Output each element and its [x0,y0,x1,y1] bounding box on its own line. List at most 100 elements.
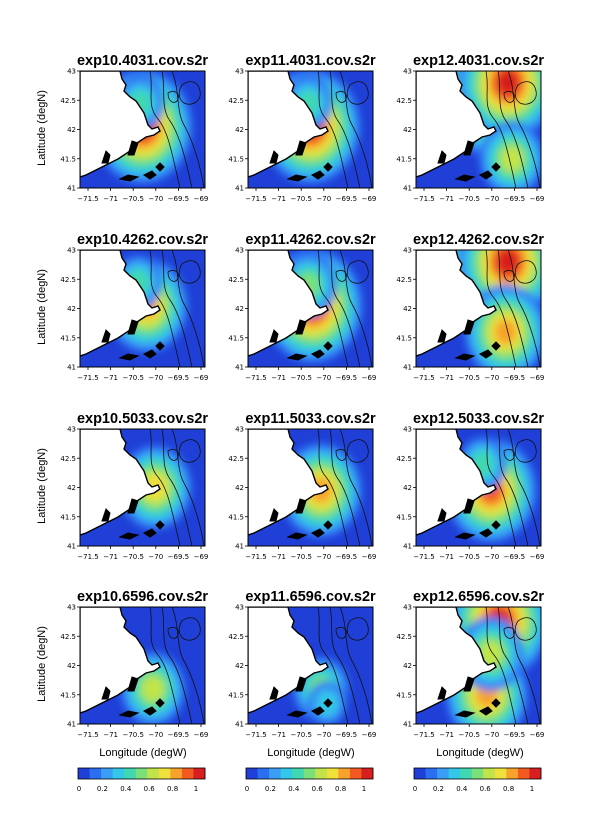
y-tick-label: 41.5 [60,155,76,163]
bathymetry-contour [178,81,201,105]
bathymetry-contour [485,250,517,367]
colorbar-swatch [529,768,542,779]
x-tick-label: −71 [103,374,118,382]
bathymetry-contours [485,250,541,367]
panel-title: exp10.4262.cov.s2r [77,232,208,248]
island [295,498,307,514]
x-tick-label: −70.5 [122,374,143,382]
bathymetry-contour [346,81,369,105]
colorbar-swatch [280,768,293,779]
y-tick-label: 42 [235,484,244,492]
y-tick-label: 41.5 [228,513,244,521]
y-tick-label: 41.5 [396,513,412,521]
y-tick-label: 43 [403,68,412,76]
coverage-hotspot [494,319,517,345]
y-tick-label: 42.5 [60,276,76,284]
colorbar-tick-label: 0.6 [480,785,492,793]
colorbar-swatch [338,768,351,779]
map-area [248,429,373,546]
island [127,676,139,692]
bathymetry-contour [507,607,541,724]
island [323,341,333,351]
colorbar-swatch [246,768,258,779]
x-tick-label: −69 [362,374,377,382]
bathymetry-contour [485,71,517,188]
y-tick-label: 41 [67,185,76,193]
colorbar-swatch [269,768,282,779]
y-axis-label-row-3: Latitude (degN) [36,448,48,524]
y-tick-label: 43 [403,604,412,612]
y-tick-label: 42.5 [60,455,76,463]
x-tick-label: −71 [103,731,118,739]
x-tick-label: −70.5 [458,374,479,382]
colorbar-swatch [170,768,183,779]
x-tick-label: −71.5 [245,374,266,382]
bathymetry-contour [329,429,361,546]
bathymetry-contour [335,91,347,103]
y-tick-label: 42 [67,484,76,492]
x-tick-label: −69.5 [336,374,357,382]
colorbar-swatch [181,768,194,779]
x-tick-label: −71 [439,374,454,382]
map-area [248,607,373,724]
map-area [416,607,541,724]
island [463,140,475,156]
colorbar-swatch [193,768,206,779]
coverage-hotspot [480,641,502,666]
y-tick-label: 42.5 [228,633,244,641]
colorbar-swatch [89,768,102,779]
x-tick-label: −69.5 [336,553,357,561]
island [118,710,140,718]
colorbar: 0 0.2 0.4 0.6 0.8 1 [245,767,374,793]
bathymetry-contour [503,449,515,461]
colorbar-swatch [147,768,160,779]
map-area [80,250,205,367]
x-tick-label: −70 [316,195,331,203]
colorbar-swatch [315,768,328,779]
island [311,528,325,538]
y-tick-label: 43 [67,247,76,255]
island [101,686,111,700]
x-tick-label: −71.5 [413,553,434,561]
colorbar-swatch [437,768,450,779]
x-tick-label: −69.5 [168,195,189,203]
bathymetry-contour [161,429,193,546]
map-area [248,250,373,367]
colorbar-swatch [101,768,114,779]
map-area [416,429,541,546]
bathymetry-contours [317,429,373,546]
x-tick-label: −71.5 [413,374,434,382]
map-area [416,71,541,188]
y-tick-label: 41 [403,364,412,372]
y-axis-label-row-4: Latitude (degN) [36,626,48,702]
island [437,508,447,522]
island [479,706,493,716]
bathymetry-contour [346,260,369,284]
y-tick-label: 42 [403,662,412,670]
bathymetry-contour [171,71,205,188]
bathymetry-contours [485,607,541,724]
bathymetry-contours [149,429,205,546]
bathymetry-contour [317,607,349,724]
bathymetry-contour [149,250,181,367]
land-mass [248,71,329,178]
y-tick-label: 42 [67,305,76,313]
colorbar-frame [245,767,374,780]
x-tick-label: −71.5 [77,374,98,382]
map-area [80,429,205,546]
land-mass [416,429,497,536]
panel-title: exp12.6596.cov.s2r [413,589,544,605]
x-tick-label: −71 [271,374,286,382]
x-tick-label: −69 [362,195,377,203]
bathymetry-contour [503,91,515,103]
island [454,532,476,540]
y-tick-label: 43 [67,68,76,76]
colorbar-swatch [471,768,484,779]
x-tick-label: −69 [530,195,545,203]
island [101,329,111,343]
bathymetry-contour [149,429,181,546]
bathymetry-contour [346,617,369,641]
colorbar-tick-label: 0.4 [288,785,300,793]
